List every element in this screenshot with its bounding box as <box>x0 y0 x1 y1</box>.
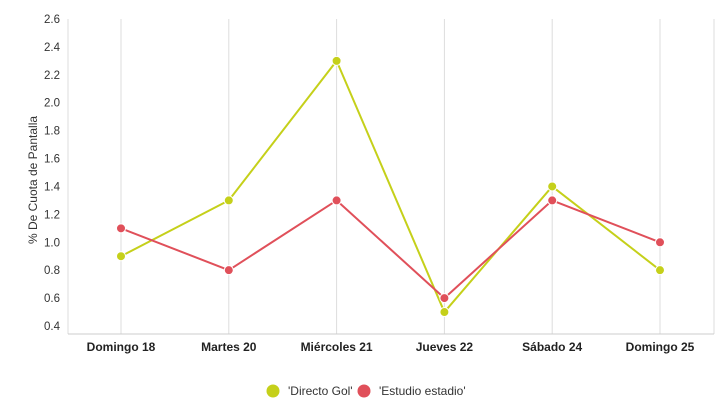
legend-item[interactable]: 'Directo Gol' <box>266 384 353 398</box>
data-point <box>655 265 665 276</box>
data-point <box>331 55 342 66</box>
data-point <box>116 251 126 262</box>
y-tick-label: 2.2 <box>44 70 60 82</box>
y-tick-label: 1.2 <box>44 209 60 221</box>
data-point <box>116 223 126 234</box>
x-tick-label: Jueves 22 <box>416 340 474 354</box>
x-tick-label: Sábado 24 <box>522 340 582 354</box>
y-tick-label: 2.0 <box>44 98 60 110</box>
data-point <box>331 195 342 206</box>
x-tick-label: Domingo 18 <box>87 340 156 354</box>
y-axis-label: % De Cuota de Pantalla <box>26 116 40 244</box>
y-tick-label: 2.6 <box>44 14 60 26</box>
series-1 <box>116 55 665 318</box>
series-2 <box>116 195 665 304</box>
legend-label: 'Directo Gol' <box>288 384 353 398</box>
y-tick-label: 0.8 <box>44 265 60 277</box>
legend-marker <box>357 384 371 398</box>
series-layer <box>116 55 665 318</box>
grid <box>67 19 715 335</box>
data-point <box>655 237 665 248</box>
y-axis-ticks: 0.4 0.6 0.8 1.0 1.2 1.4 1.6 1.8 2.0 2.2 2.4 2.6 <box>44 14 61 333</box>
data-point <box>439 307 450 318</box>
data-point <box>439 293 450 304</box>
data-point <box>223 265 234 276</box>
y-tick-label: 1.6 <box>44 154 60 166</box>
legend[interactable]: 'Directo Gol' 'Estudio estadio' <box>266 384 466 398</box>
x-tick-label: Domingo 25 <box>626 340 695 354</box>
data-point <box>547 195 558 206</box>
y-tick-label: 2.4 <box>44 42 61 54</box>
y-tick-label: 1.4 <box>44 181 61 193</box>
x-tick-label: Martes 20 <box>201 340 257 354</box>
y-tick-label: 0.4 <box>44 321 61 333</box>
y-tick-label: 1.8 <box>44 126 60 138</box>
y-tick-label: 1.0 <box>44 237 60 249</box>
legend-marker <box>266 384 280 398</box>
legend-label: 'Estudio estadio' <box>379 384 466 398</box>
y-tick-label: 0.6 <box>44 293 60 305</box>
x-tick-label: Miércoles 21 <box>301 340 373 354</box>
data-point <box>223 195 234 206</box>
data-point <box>547 181 558 192</box>
x-axis-ticks: Domingo 18 Martes 20 Miércoles 21 Jueves 22… <box>87 340 695 354</box>
legend-item[interactable]: 'Estudio estadio' <box>357 384 466 398</box>
series-line <box>120 199 661 300</box>
series-line <box>120 59 661 314</box>
